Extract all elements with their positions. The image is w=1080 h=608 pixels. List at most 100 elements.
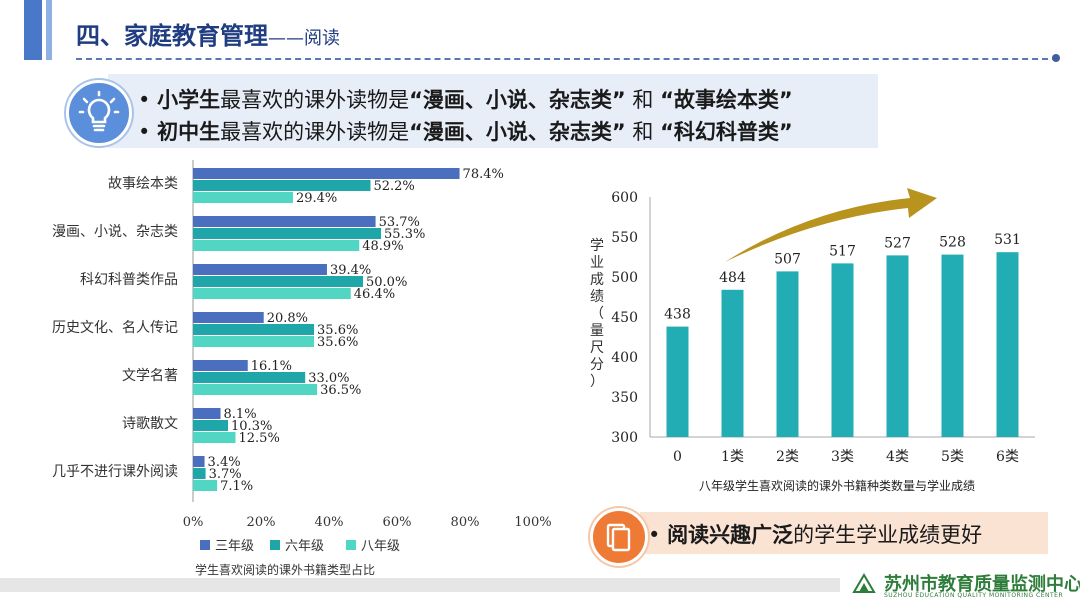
data-label: 531: [994, 232, 1021, 248]
data-label: 7.1%: [220, 479, 253, 494]
data-label: 50.0%: [366, 275, 407, 290]
data-label: 36.5%: [320, 383, 361, 398]
score-chart: 300 350 400 450 500 550 600 438 0 484 1类 507 2类 517 3类…: [590, 188, 1035, 493]
x-tick-label: 6类: [996, 449, 1019, 465]
column-bar: [941, 254, 964, 437]
bar-八年级: [193, 480, 218, 491]
x-tick-label: 3类: [831, 449, 854, 465]
data-label: 39.4%: [330, 263, 371, 278]
x-tick-label: 2类: [776, 449, 799, 465]
x-tick-label: 20%: [247, 515, 276, 530]
chart-title: 八年级学生喜欢阅读的课外书籍种类数量与学业成绩: [699, 478, 975, 493]
category-label: 漫画、小说、杂志类: [52, 224, 178, 240]
category-label: 文学名著: [122, 368, 178, 384]
category-label: 历史文化、名人传记: [52, 320, 178, 336]
data-label: 53.7%: [379, 215, 420, 230]
title-divider-dot: [1052, 54, 1060, 62]
bar-八年级: [193, 240, 360, 251]
callout-text: 最喜欢的课外读物是: [220, 120, 410, 144]
data-label: 55.3%: [384, 227, 425, 242]
bullet: •: [138, 120, 151, 144]
group-label: 初中生: [157, 120, 221, 144]
data-label: 20.8%: [267, 311, 308, 326]
summary-callout: [108, 74, 878, 148]
bar-八年级: [193, 384, 318, 395]
legend-swatch: [200, 540, 210, 550]
bullet: •: [648, 523, 661, 547]
bar-六年级: [193, 468, 206, 479]
footer-org-english: SUZHOU EDUCATION QUALITY MONITORING CENT…: [884, 592, 1064, 599]
data-label: 16.1%: [251, 359, 292, 374]
legend-label: 八年级: [361, 539, 400, 554]
x-tick-label: 4类: [886, 449, 909, 465]
data-label: 48.9%: [362, 239, 403, 254]
data-label: 484: [719, 270, 746, 286]
bar-三年级: [193, 168, 460, 179]
category-quote: “科幻科普类”: [660, 120, 793, 144]
data-label: 527: [884, 235, 911, 251]
bar-六年级: [193, 276, 363, 287]
page-title-sub: ——阅读: [268, 28, 340, 49]
conclusion-highlight: 阅读兴趣广泛: [667, 523, 794, 547]
data-label: 517: [829, 243, 856, 259]
page-title-main: 四、家庭教育管理: [76, 22, 268, 50]
title-accent-bar: [24, 0, 42, 60]
chart-title: 学生喜欢阅读的课外书籍类型占比: [195, 562, 375, 577]
x-tick-label: 40%: [315, 515, 344, 530]
y-tick-label: 350: [611, 390, 638, 406]
title-accent-bar-light: [46, 0, 52, 60]
group-label: 小学生: [157, 88, 221, 112]
x-tick-label: 0%: [183, 515, 204, 530]
y-tick-label: 400: [611, 350, 638, 366]
callout-line-primary: • 小学生最喜欢的课外读物是“漫画、小说、杂志类” 和 “故事绘本类”: [138, 84, 793, 114]
bullet: •: [138, 88, 151, 112]
callout-text: 最喜欢的课外读物是: [220, 88, 410, 112]
legend-swatch: [270, 540, 280, 550]
data-label: 10.3%: [231, 419, 272, 434]
x-tick-label: 60%: [383, 515, 412, 530]
category-quote: “漫画、小说、杂志类”: [409, 120, 626, 144]
x-tick-label: 1类: [721, 449, 744, 465]
column-bar: [776, 271, 799, 437]
bar-三年级: [193, 408, 221, 419]
bar-八年级: [193, 192, 293, 203]
data-label: 528: [939, 235, 966, 251]
conjunction: 和: [632, 120, 654, 144]
legend-label: 三年级: [215, 539, 254, 554]
footer-bar: [0, 578, 840, 592]
book-icon: [590, 508, 648, 566]
bar-八年级: [193, 432, 236, 443]
y-tick-label: 550: [611, 230, 638, 246]
category-label: 故事绘本类: [108, 176, 178, 192]
y-tick-label: 500: [611, 270, 638, 286]
bar-六年级: [193, 180, 371, 191]
column-bar: [831, 263, 854, 437]
data-label: 35.6%: [317, 323, 358, 338]
bar-六年级: [193, 228, 382, 239]
y-tick-label: 300: [611, 430, 638, 446]
reading-type-chart: 故事绘本类78.4%52.2%29.4%漫画、小说、杂志类53.7%55.3%4…: [52, 160, 552, 577]
data-label: 12.5%: [239, 431, 280, 446]
column-bar: [886, 255, 909, 437]
x-tick-label: 100%: [514, 515, 551, 530]
bar-六年级: [193, 420, 229, 431]
org-logo-icon: [852, 573, 876, 593]
lightbulb-icon: [66, 80, 132, 146]
category-label: 诗歌散文: [122, 416, 178, 432]
column-bar: [666, 326, 689, 437]
bar-八年级: [193, 288, 351, 299]
title-divider: [76, 58, 1058, 60]
column-bar: [996, 252, 1019, 437]
conclusion-callout: [640, 512, 1048, 554]
data-label: 507: [774, 251, 801, 267]
x-tick-label: 80%: [451, 515, 480, 530]
conclusion-rest: 的学生学业成绩更好: [793, 523, 983, 547]
trend-arrow-icon: [725, 188, 937, 262]
column-bar: [721, 289, 744, 437]
category-quote: “漫画、小说、杂志类”: [409, 88, 626, 112]
conjunction: 和: [632, 88, 654, 112]
y-tick-label: 450: [611, 310, 638, 326]
category-quote: “故事绘本类”: [660, 88, 793, 112]
data-label: 52.2%: [373, 179, 414, 194]
data-label: 29.4%: [296, 191, 337, 206]
